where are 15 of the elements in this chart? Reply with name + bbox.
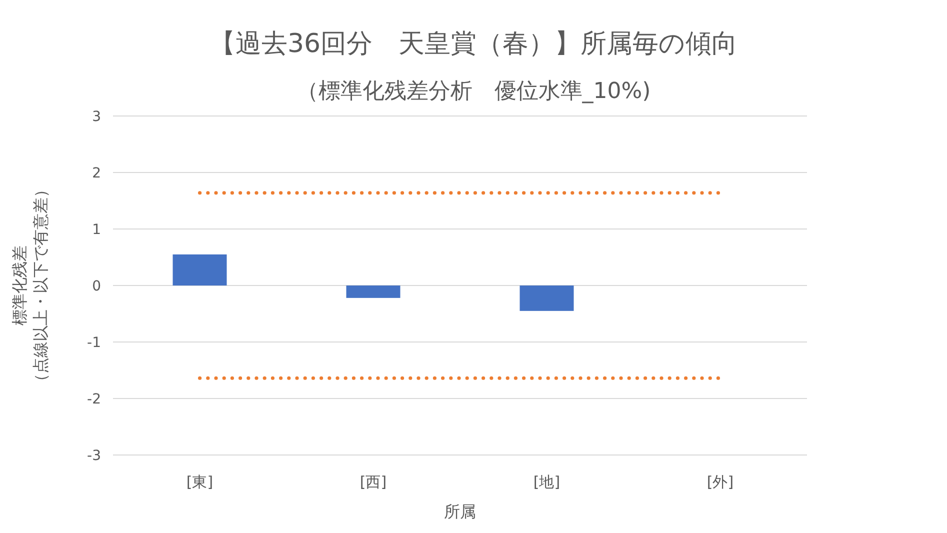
- y-tick-label: -2: [87, 392, 101, 408]
- y-tick-label: 1: [92, 222, 101, 238]
- y-tick-label: 3: [92, 109, 101, 125]
- x-axis-title: 所属: [444, 502, 476, 521]
- y-tick-label: -3: [87, 448, 101, 464]
- chart-title: 【過去36回分 天皇賞（春）】所属毎の傾向: [209, 29, 738, 59]
- x-tick-label: [地]: [533, 473, 560, 491]
- y-axis-title: 標準化残差（点線以上・以下で有意差）: [10, 182, 50, 390]
- x-tick-label: [東]: [186, 473, 214, 491]
- chart-subtitle: （標準化残差分析 優位水準_10%): [296, 79, 651, 104]
- y-tick-label: -1: [87, 335, 101, 351]
- y-tick-label: 2: [92, 166, 101, 182]
- x-tick-label: [外]: [706, 473, 734, 491]
- y-tick-label: 0: [92, 278, 101, 294]
- x-tick-label: [西]: [360, 473, 387, 491]
